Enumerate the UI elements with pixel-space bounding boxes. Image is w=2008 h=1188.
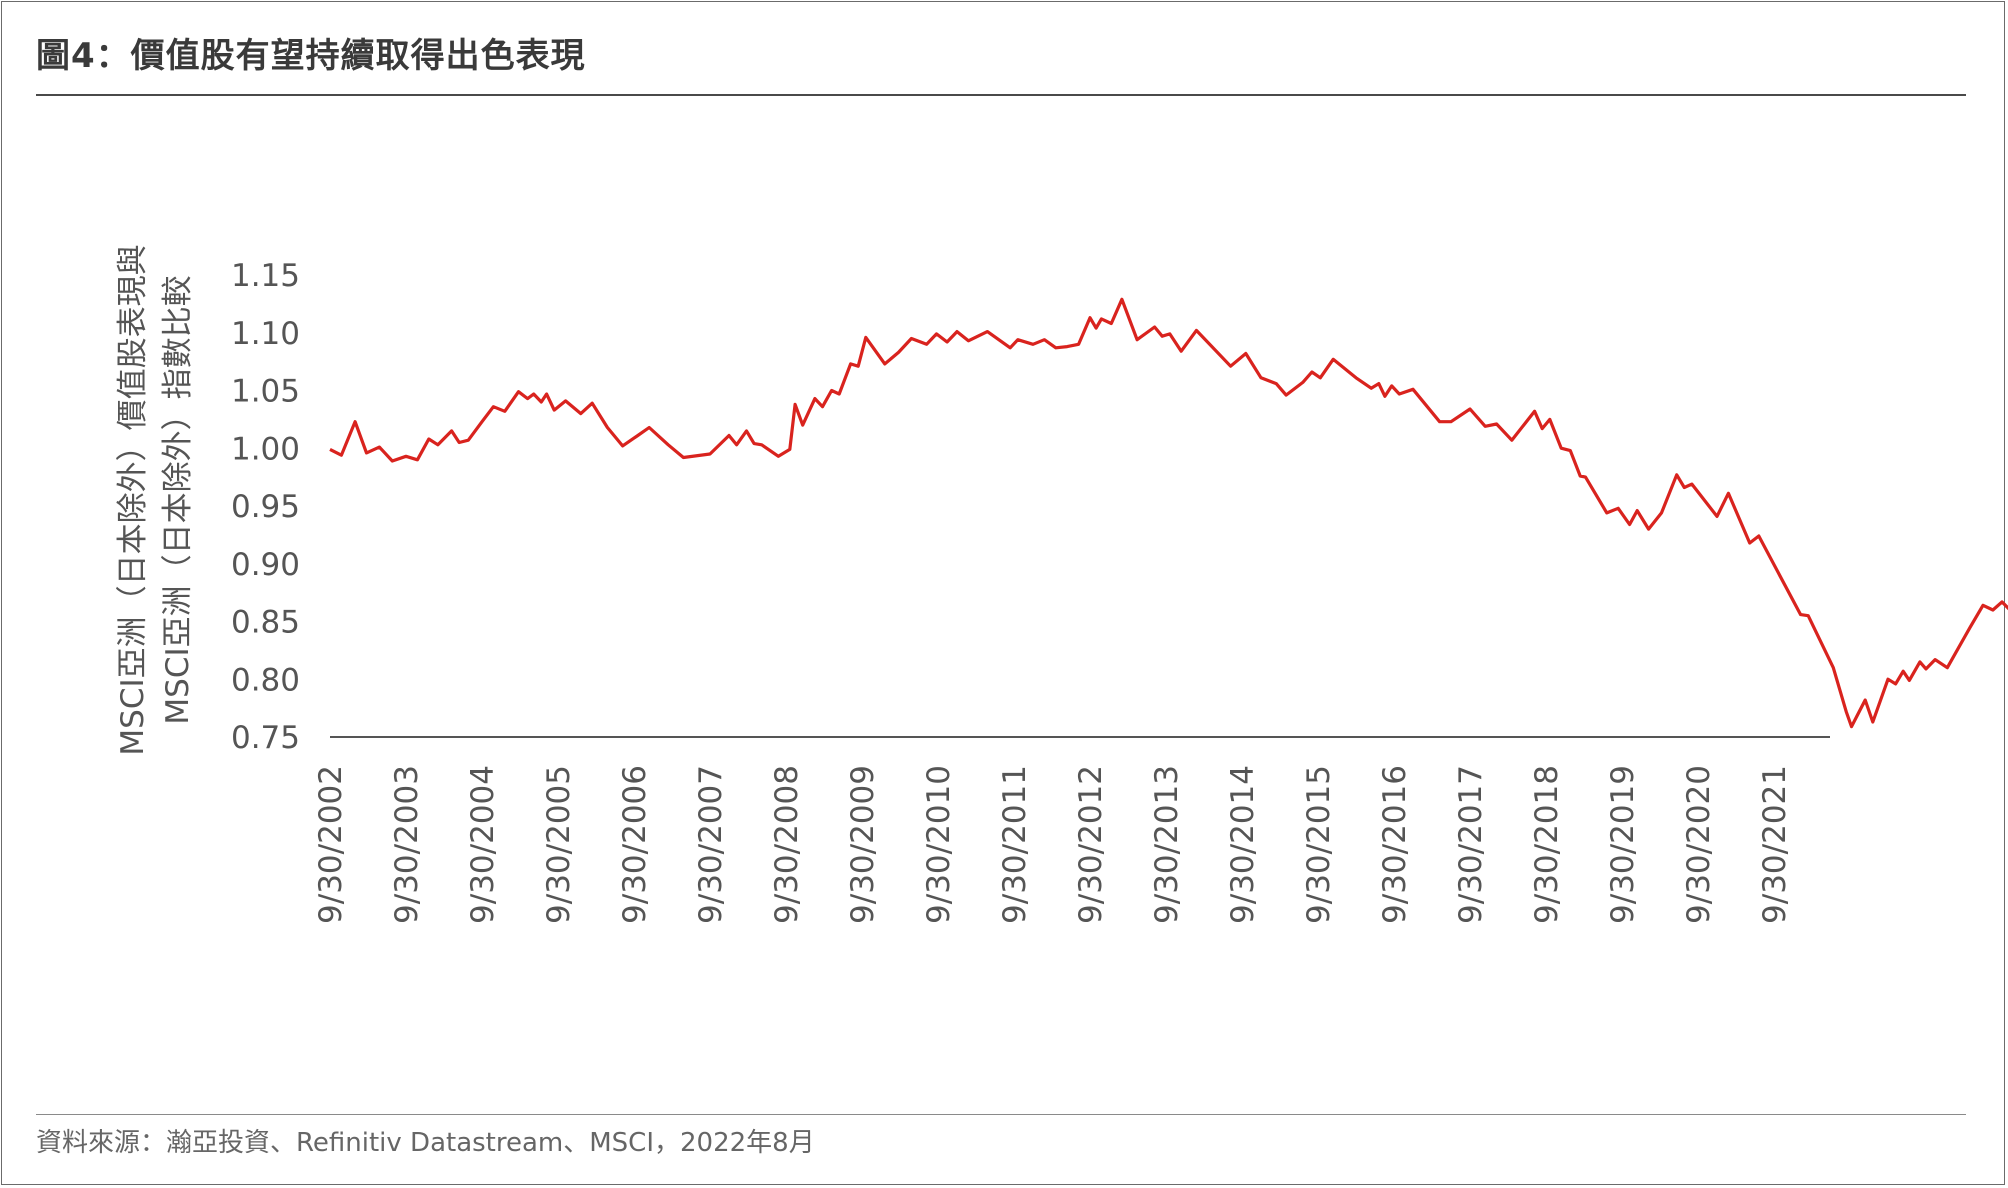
x-tick-label: 9/30/2016 bbox=[1377, 765, 1413, 924]
x-axis-labels: 9/30/2002 9/30/2003 9/30/2004 9/30/2005 9/30… bbox=[313, 765, 1793, 924]
y-tick-label: 0.75 bbox=[231, 720, 300, 756]
x-tick-label: 9/30/2019 bbox=[1605, 765, 1641, 924]
x-tick-label: 9/30/2010 bbox=[921, 765, 957, 924]
y-tick-label: 1.15 bbox=[231, 258, 300, 294]
x-tick-label: 9/30/2011 bbox=[997, 765, 1033, 924]
x-tick-label: 9/30/2012 bbox=[1073, 765, 1109, 924]
x-tick-label: 9/30/2006 bbox=[617, 765, 653, 924]
x-tick-label: 9/30/2020 bbox=[1681, 765, 1717, 924]
y-tick-label: 0.95 bbox=[231, 489, 300, 525]
x-tick-label: 9/30/2002 bbox=[313, 765, 349, 924]
line-chart: 1.15 1.10 1.05 1.00 0.95 0.90 0.85 0.80 0.75 9/3… bbox=[115, 244, 2008, 924]
series-line bbox=[329, 297, 2008, 729]
x-tick-label: 9/30/2007 bbox=[693, 765, 729, 924]
footer-divider bbox=[36, 1114, 1966, 1115]
y-tick-label: 0.80 bbox=[231, 662, 300, 698]
x-tick-label: 9/30/2013 bbox=[1149, 765, 1185, 924]
y-tick-label: 1.10 bbox=[231, 316, 300, 352]
x-tick-label: 9/30/2021 bbox=[1757, 765, 1793, 924]
x-tick-label: 9/30/2017 bbox=[1453, 765, 1489, 924]
y-tick-label: 0.85 bbox=[231, 605, 300, 641]
y-tick-label: 0.90 bbox=[231, 547, 300, 583]
page-title: 圖4：價值股有望持續取得出色表現 bbox=[36, 36, 586, 76]
title-divider bbox=[36, 94, 1966, 96]
x-tick-label: 9/30/2014 bbox=[1225, 765, 1261, 924]
y-axis-labels: 1.15 1.10 1.05 1.00 0.95 0.90 0.85 0.80 0.75 bbox=[231, 258, 300, 756]
x-tick-label: 9/30/2009 bbox=[845, 765, 881, 924]
series-layer bbox=[329, 297, 2008, 729]
y-axis-title-line: MSCI亞洲（日本除外）價值股表現與 bbox=[115, 244, 151, 755]
x-tick-label: 9/30/2008 bbox=[769, 765, 805, 924]
x-tick-label: 9/30/2004 bbox=[465, 765, 501, 924]
x-tick-label: 9/30/2005 bbox=[541, 765, 577, 924]
x-tick-label: 9/30/2018 bbox=[1529, 765, 1565, 924]
x-tick-label: 9/30/2015 bbox=[1301, 765, 1337, 924]
y-axis-title: MSCI亞洲（日本除外）價值股表現與 MSCI亞洲（日本除外）指數比較 bbox=[115, 244, 196, 755]
x-tick-label: 9/30/2003 bbox=[389, 765, 425, 924]
y-axis-title-line: MSCI亞洲（日本除外）指數比較 bbox=[160, 275, 196, 724]
source-note: 資料來源：瀚亞投資、Refinitiv Datastream、MSCI，2022… bbox=[36, 1128, 815, 1158]
y-tick-label: 1.00 bbox=[231, 431, 300, 467]
y-tick-label: 1.05 bbox=[231, 374, 300, 410]
